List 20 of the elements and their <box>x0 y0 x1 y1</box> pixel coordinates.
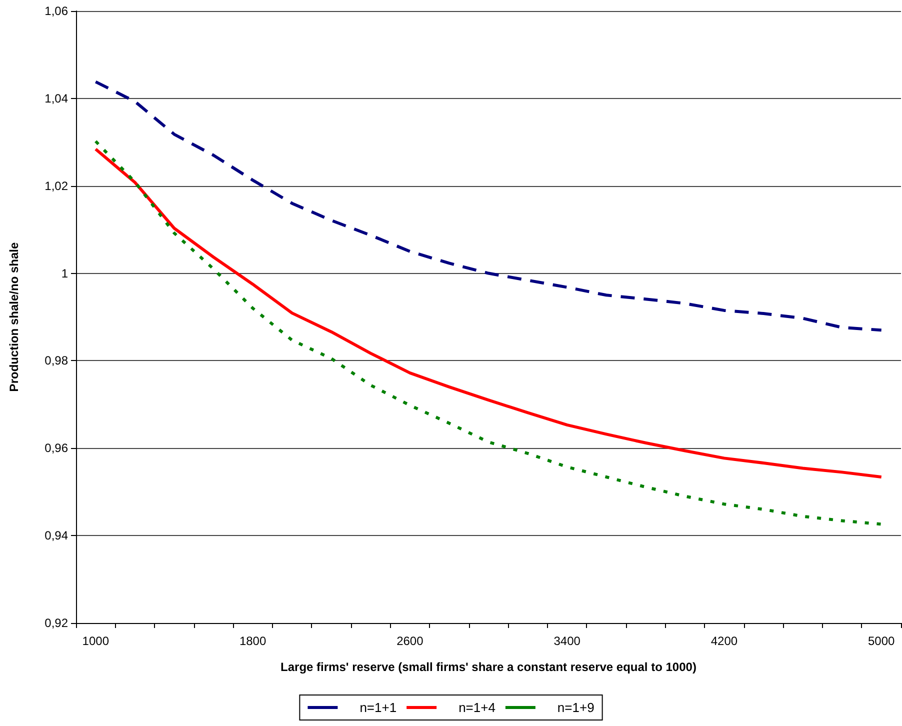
y-tick-label: 1,06 <box>44 4 68 18</box>
x-tick-label: 4200 <box>710 634 738 648</box>
y-tick-label: 0,94 <box>44 528 68 543</box>
x-axis-title: Large firms' reserve (small firms' share a constant reserve equal to 1000) <box>280 660 696 674</box>
y-tick-label: 0,92 <box>44 616 68 630</box>
x-tick-label: 1800 <box>239 634 266 648</box>
line-series <box>94 80 883 332</box>
legend-label: n=1+4 <box>458 700 496 715</box>
y-tick-label: 1,04 <box>44 91 68 106</box>
x-tick-label: 2600 <box>396 634 424 648</box>
y-tick-label: 0,98 <box>44 354 68 368</box>
x-tick-label: 1000 <box>82 634 110 648</box>
y-tick-label: 1,02 <box>44 178 68 193</box>
x-tick-label: 5000 <box>868 634 896 648</box>
y-tick-label: 0,96 <box>44 441 68 456</box>
legend-label: n=1+9 <box>557 700 594 715</box>
legend-label: n=1+1 <box>360 700 397 715</box>
y-axis-title: Production shale/no shale <box>7 242 21 392</box>
x-tick-label: 3400 <box>554 634 581 648</box>
y-tick-label: 1 <box>61 266 68 280</box>
